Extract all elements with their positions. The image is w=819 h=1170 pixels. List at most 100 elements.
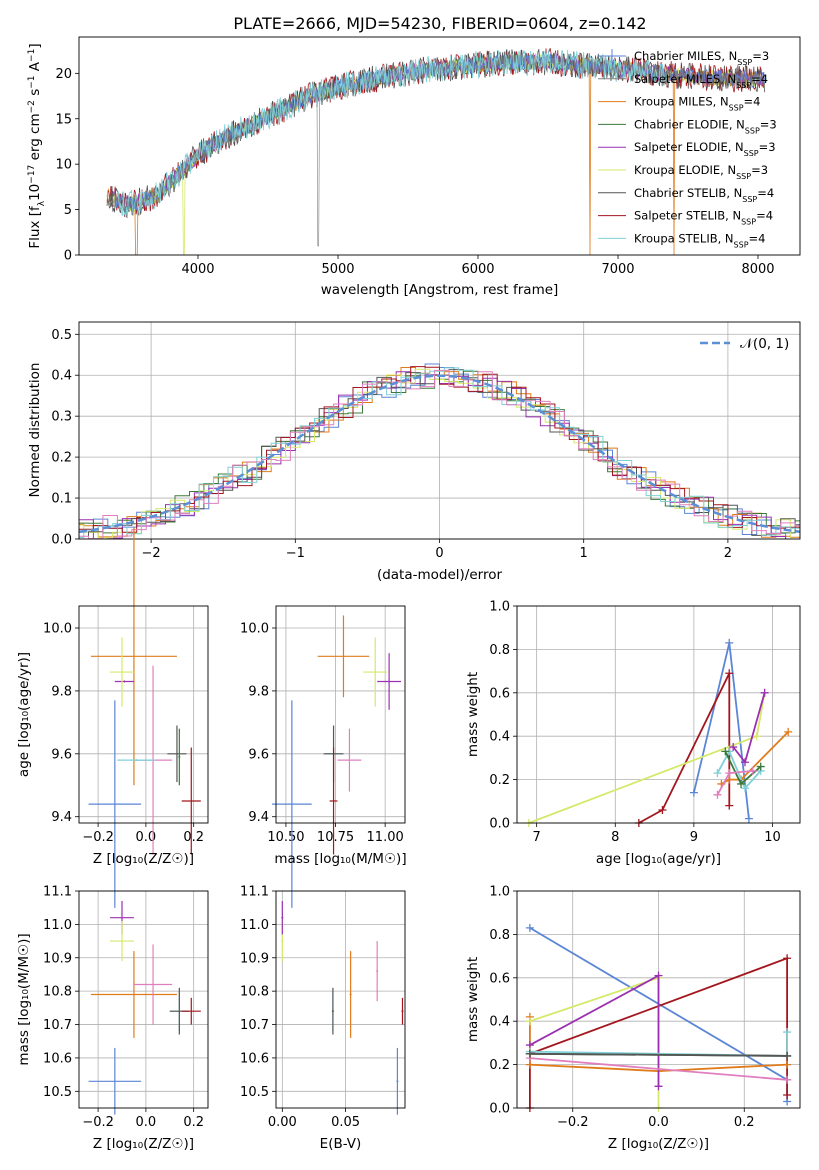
- y-tick-label: 10.9: [240, 951, 269, 966]
- x-tick-label: 8: [611, 830, 619, 845]
- x-axis-label: Z [log₁₀(Z/Z☉)]: [93, 1136, 194, 1152]
- x-tick-label: 0.2: [183, 1115, 204, 1130]
- spectrum-kroupa_stelib-line: [117, 49, 668, 219]
- y-tick-label: 9.8: [248, 684, 269, 699]
- residuals-frame: [78, 321, 801, 540]
- residual-histograms: [79, 363, 800, 539]
- y-tick-label: 9.4: [51, 810, 72, 825]
- series-marker: [783, 1051, 792, 1060]
- x-tick-label: 0.0: [136, 1115, 157, 1130]
- series-marker: [689, 788, 698, 797]
- legend-normal-label: 𝒩(0, 1): [740, 336, 789, 352]
- y-axis-label: Flux [fλ10−17 erg cm−2 s−1 A−1]: [27, 43, 47, 248]
- y-tick-label: 0.2: [489, 1058, 510, 1073]
- y-axis-label: age [log₁₀(age/yr)]: [16, 652, 32, 777]
- y-tick-label: 11.0: [240, 918, 269, 933]
- y-tick-label: 0.8: [489, 643, 510, 658]
- weight_vs_age-series: [524, 638, 793, 827]
- legend-label: Kroupa STELIB, NSSP=4: [634, 231, 765, 249]
- y-tick-label: 0.0: [51, 533, 72, 548]
- y-tick-label: 0.6: [489, 686, 510, 701]
- series-marker: [525, 1049, 534, 1058]
- y-tick-label: 9.8: [51, 684, 72, 699]
- x-tick-label: 10: [764, 830, 781, 845]
- x-tick-label: 11.00: [367, 830, 404, 845]
- series-line-chabrier_stelib: [529, 1052, 788, 1057]
- histogram-kroupa_stelib: [79, 367, 800, 538]
- y-axis-label: Normed distribution: [27, 363, 43, 498]
- x-tick-label: −0.2: [82, 830, 114, 845]
- age_vs_Z-axes: −0.2 0.0 0.2 9.4 9.6 9.8 10.0: [43, 606, 208, 845]
- x-tick-label: 2: [724, 546, 732, 561]
- age_vs_mass-axes: 10.50 10.75 11.00 9.4 9.6 9.8 10.0: [240, 606, 405, 845]
- series-marker: [740, 784, 749, 793]
- series-marker: [654, 1082, 663, 1091]
- y-tick-label: 10.8: [43, 985, 72, 1000]
- normal-curve: [79, 374, 800, 534]
- series-marker: [783, 1090, 792, 1099]
- y-tick-label: 11.1: [240, 885, 269, 900]
- legend-label: Salpeter MILES, NSSP=4: [634, 72, 768, 90]
- legend-label: Chabrier ELODIE, NSSP=3: [634, 117, 777, 135]
- weight_vs_Z-series: [525, 923, 792, 1112]
- y-tick-label: 9.6: [248, 747, 269, 762]
- spectrum-axes: 4000 5000 6000 7000 8000 0 5 10 15 20: [55, 67, 774, 277]
- y-tick-label: 20: [55, 67, 72, 82]
- x-axis-label: Z [log₁₀(Z/Z☉)]: [93, 851, 194, 867]
- series-marker: [654, 971, 663, 980]
- x-tick-label: 0.2: [183, 830, 204, 845]
- age_vs_mass-frame: [275, 605, 406, 824]
- series-marker: [783, 1060, 792, 1069]
- age_vs_Z-frame: [78, 605, 209, 824]
- series-marker: [658, 805, 667, 814]
- mass_vs_Z-frame: [78, 890, 209, 1109]
- y-tick-label: 0: [64, 249, 72, 264]
- series-marker: [713, 769, 722, 778]
- histogram-pink: [79, 369, 800, 539]
- x-tick-label: 8000: [741, 262, 774, 277]
- y-tick-label: 10.7: [43, 1018, 72, 1033]
- series-marker: [725, 669, 734, 678]
- series-marker: [740, 758, 749, 767]
- mass_vs_Z-axes: −0.2 0.0 0.2 10.5 10.6 10.7 10.8 10.9 11.0 11.1: [43, 885, 208, 1130]
- figure-title: PLATE=2666, MJD=54230, FIBERID=0604, z=0…: [233, 14, 646, 33]
- x-tick-label: 0.00: [268, 1115, 297, 1130]
- series-marker: [525, 923, 534, 932]
- y-tick-label: 0.1: [51, 492, 72, 507]
- y-tick-label: 0.3: [51, 410, 72, 425]
- residuals-axes: −2 −1 0 1 2 0.0 0.1 0.2 0.3 0.4 0.5: [51, 322, 800, 561]
- x-tick-label: 5000: [321, 262, 354, 277]
- legend-label: Salpeter ELODIE, NSSP=3: [634, 140, 776, 158]
- series-marker: [784, 727, 793, 736]
- series-marker: [748, 766, 757, 775]
- y-axis-label: mass weight: [465, 957, 481, 1042]
- y-tick-label: 0.0: [489, 1102, 510, 1117]
- x-tick-label: 9: [690, 830, 698, 845]
- y-tick-label: 0.2: [51, 451, 72, 466]
- weight_vs_Z-frame: [516, 890, 801, 1109]
- series-marker: [721, 747, 730, 756]
- y-tick-label: 10.6: [43, 1051, 72, 1066]
- legend-label: Salpeter STELIB, NSSP=4: [634, 209, 773, 227]
- series-marker: [725, 638, 734, 647]
- weight_vs_age-axes: 7 8 9 10 0.0 0.2 0.4 0.6 0.8 1.0: [489, 600, 800, 845]
- y-tick-label: 0.4: [489, 1015, 510, 1030]
- series-line-pink: [529, 1057, 788, 1081]
- y-tick-label: 0.5: [51, 328, 72, 343]
- y-tick-label: 11.1: [43, 885, 72, 900]
- series-marker: [713, 790, 722, 799]
- mass_vs_ebv-axes: 0.00 0.05 10.5 10.6 10.7 10.8 10.9 11.0 11.1: [240, 885, 405, 1130]
- histogram-kroupa_miles: [79, 367, 800, 538]
- x-axis-label: Z [log₁₀(Z/Z☉)]: [608, 1136, 709, 1152]
- series-marker: [783, 1075, 792, 1084]
- x-tick-label: 0.05: [331, 1115, 360, 1130]
- series-marker: [744, 814, 753, 823]
- legend-label: Chabrier MILES, NSSP=3: [634, 49, 769, 67]
- x-tick-label: 7: [533, 830, 541, 845]
- legend-label: Kroupa MILES, NSSP=4: [634, 95, 760, 113]
- legend-label: Chabrier STELIB, NSSP=4: [634, 186, 774, 204]
- series-marker: [783, 1028, 792, 1037]
- x-tick-label: 0: [435, 546, 443, 561]
- y-tick-label: 5: [64, 203, 72, 218]
